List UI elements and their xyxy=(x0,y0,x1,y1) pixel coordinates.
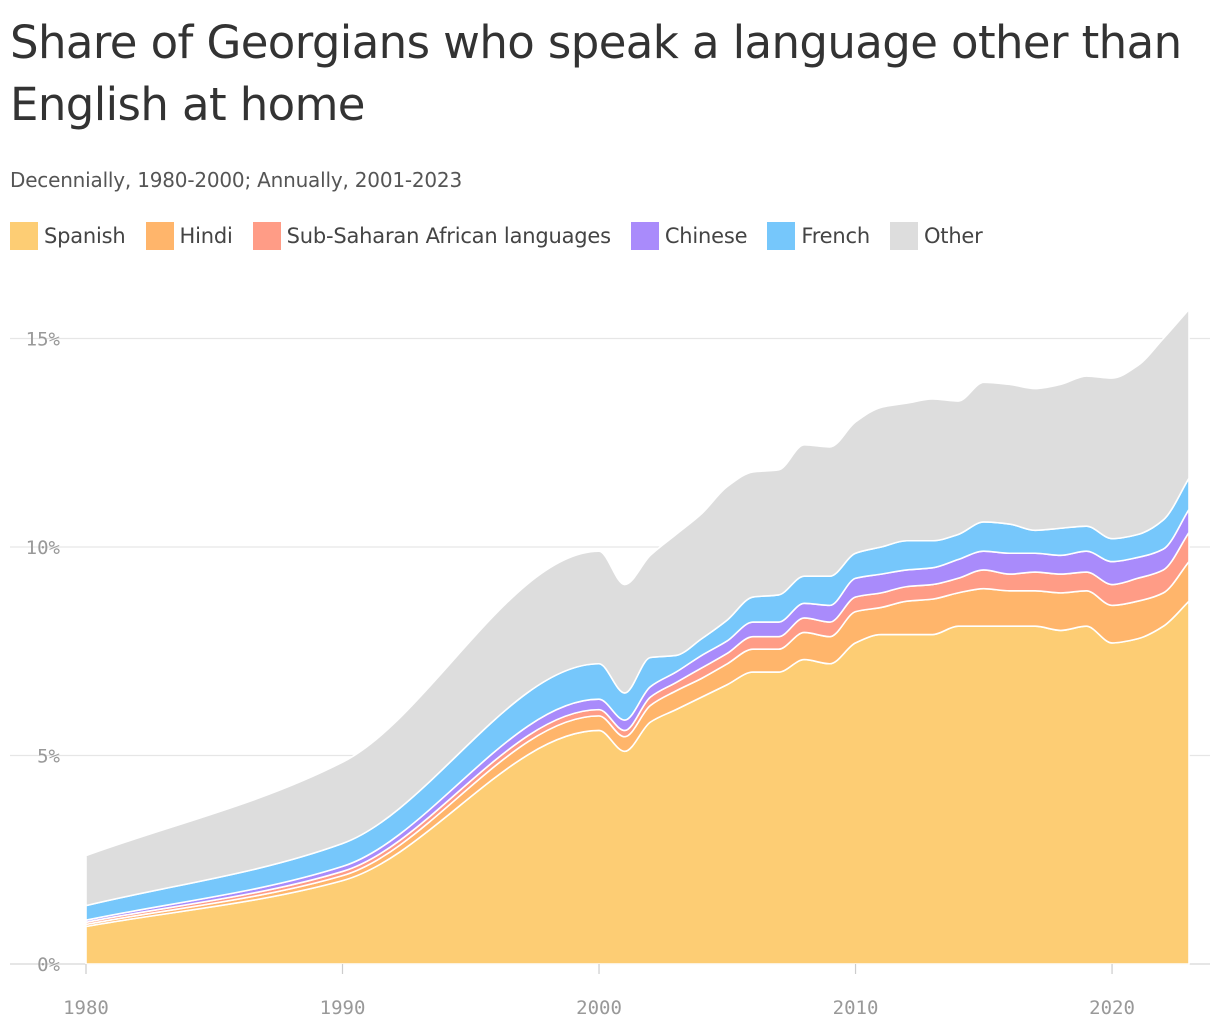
chart-title: Share of Georgians who speak a language … xyxy=(10,16,1182,131)
legend-label: Chinese xyxy=(664,224,748,248)
x-tick-label: 1980 xyxy=(63,997,109,1019)
legend-item: Hindi xyxy=(145,222,233,250)
y-axis: 0% 5% 10% 15% xyxy=(26,329,61,977)
x-tick-label: 1990 xyxy=(320,997,366,1019)
legend-swatch xyxy=(145,222,174,250)
y-tick-label: 5% xyxy=(37,746,60,768)
chart-subtitle: Decennially, 1980-2000; Annually, 2001-2… xyxy=(10,168,462,192)
y-tick-label: 0% xyxy=(37,954,60,976)
legend-label: Hindi xyxy=(179,224,233,248)
legend-label: French xyxy=(801,224,870,248)
x-tick-label: 2020 xyxy=(1089,997,1135,1019)
legend-item: Sub-Saharan African languages xyxy=(252,222,611,250)
chart-legend: Spanish Hindi Sub-Saharan African language… xyxy=(10,222,1003,250)
y-tick-label: 10% xyxy=(26,537,61,559)
area-series-other xyxy=(85,308,1190,907)
stacked-areas xyxy=(85,308,1190,965)
legend-swatch xyxy=(10,222,38,250)
x-tick-label: 2010 xyxy=(833,997,879,1019)
legend-item: Chinese xyxy=(630,222,748,250)
legend-label: Spanish xyxy=(44,224,126,248)
legend-label: Sub-Saharan African languages xyxy=(286,224,611,248)
legend-swatch xyxy=(630,222,659,250)
legend-swatch xyxy=(252,222,281,250)
legend-label: Other xyxy=(923,224,983,248)
legend-item: Spanish xyxy=(10,222,126,250)
legend-item: French xyxy=(767,222,870,250)
legend-item: Other xyxy=(889,222,983,250)
legend-swatch xyxy=(767,222,796,250)
x-tick-label: 2000 xyxy=(576,997,622,1019)
y-tick-label: 15% xyxy=(26,329,61,351)
legend-swatch xyxy=(889,222,918,250)
x-axis: 1980 1990 2000 2010 2020 xyxy=(63,964,1135,1019)
